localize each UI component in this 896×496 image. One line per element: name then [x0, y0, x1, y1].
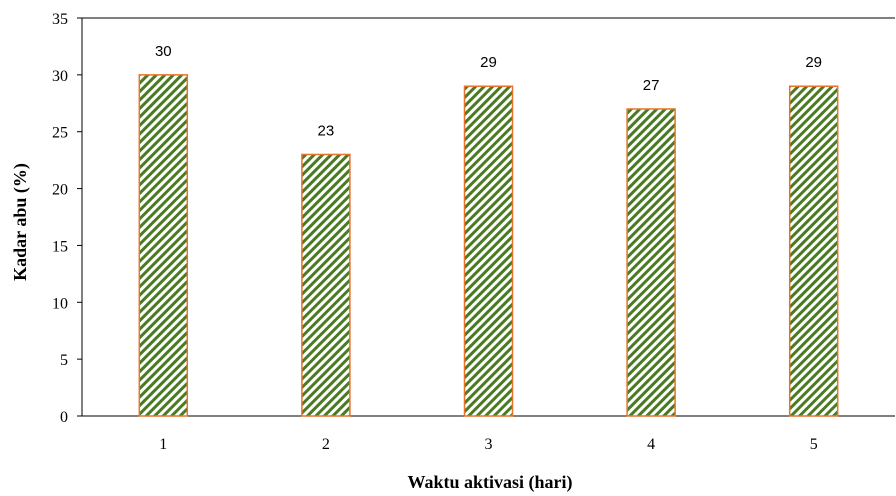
x-tick-label: 4: [647, 436, 655, 453]
y-tick-label: 35: [52, 11, 68, 28]
data-label-1: 30: [155, 43, 172, 60]
bar-4: [626, 108, 676, 417]
y-tick-label: 5: [60, 352, 68, 369]
y-axis-ticks: 0 5 10 15 20 25 30 35: [52, 11, 82, 426]
bar-2: [301, 153, 351, 417]
data-label-2: 23: [318, 122, 335, 139]
bar-5: [788, 85, 839, 417]
y-tick-label: 20: [52, 182, 68, 199]
y-tick-label: 15: [52, 238, 68, 255]
data-label-5: 29: [805, 54, 822, 71]
bar-1: [138, 74, 189, 417]
bar-3: [463, 85, 514, 417]
x-tick-label: 3: [485, 436, 493, 453]
y-tick-label: 0: [60, 409, 68, 426]
x-axis-ticks: 1 2 3 4 5: [159, 436, 817, 453]
y-tick-label: 30: [52, 68, 68, 85]
y-tick-label: 25: [52, 125, 68, 142]
data-label-3: 29: [480, 54, 497, 71]
x-tick-label: 2: [322, 436, 330, 453]
x-tick-label: 1: [159, 436, 167, 453]
x-tick-label: 5: [810, 436, 818, 453]
y-tick-label: 10: [52, 295, 68, 312]
x-axis-title: Waktu aktivasi (hari): [407, 472, 572, 493]
data-label-4: 27: [643, 77, 660, 94]
bars-group: 30 23 29 27 29: [138, 43, 839, 417]
y-axis-title: Kadar abu (%): [10, 163, 31, 281]
